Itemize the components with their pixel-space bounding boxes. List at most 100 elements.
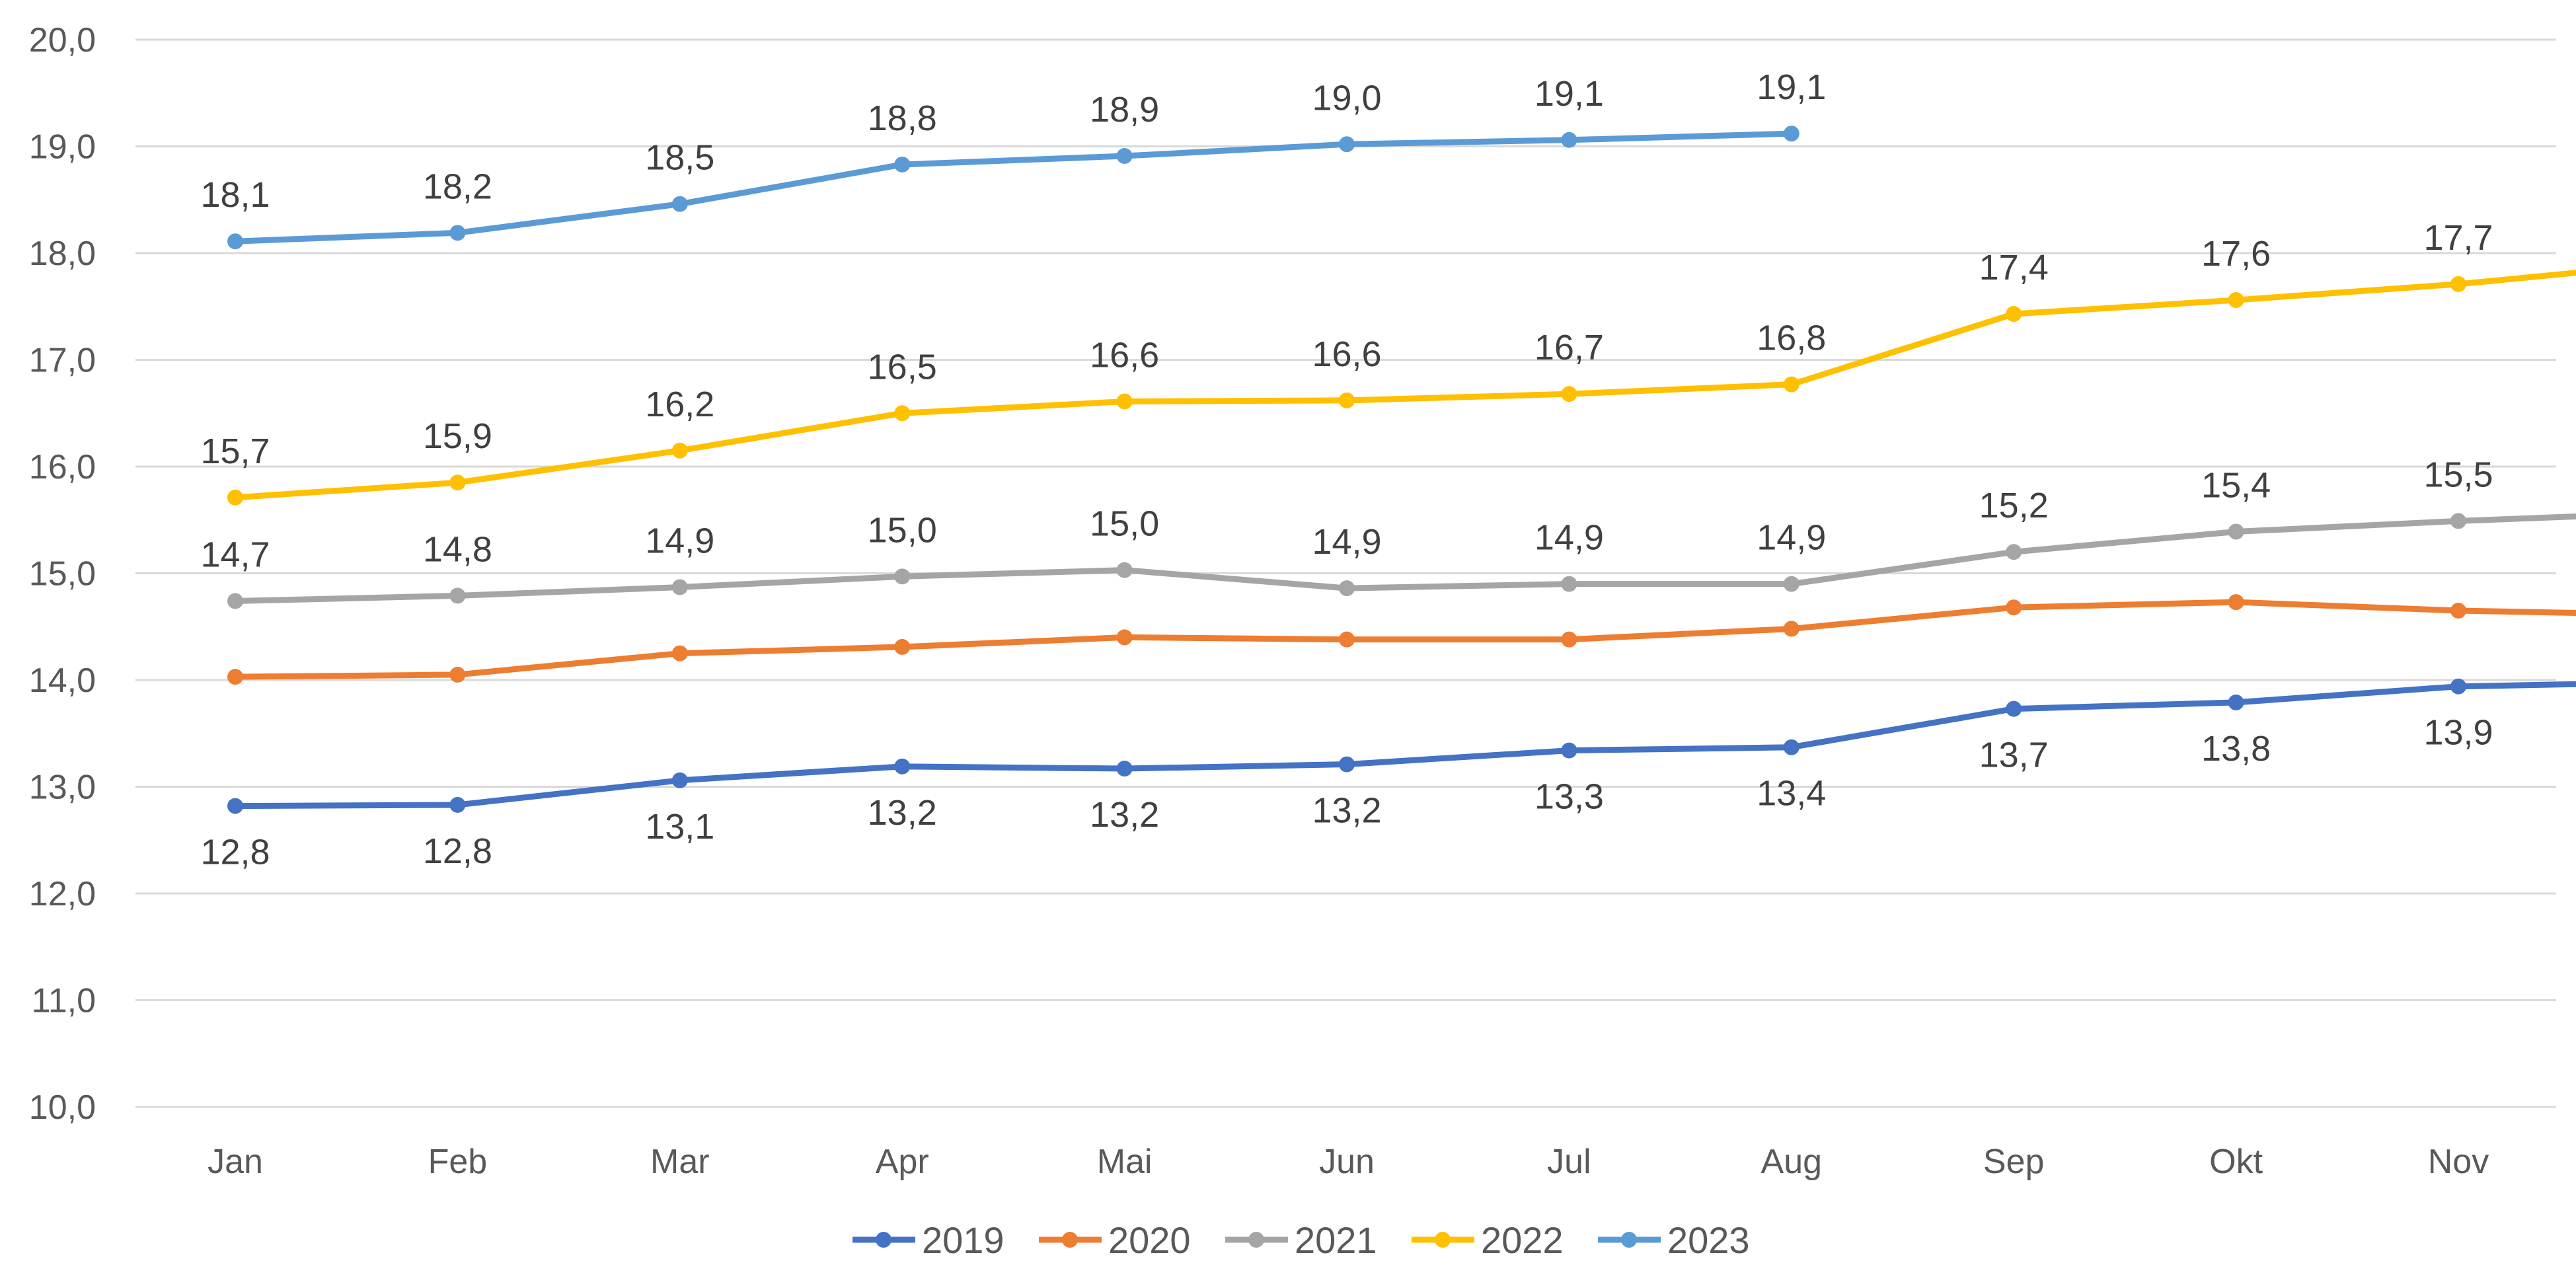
legend-marker-2023 [1621, 1232, 1637, 1248]
data-label-2021: 14,8 [423, 529, 492, 569]
data-point-2021 [1783, 576, 1799, 592]
data-label-2021: 14,9 [645, 521, 714, 560]
data-point-2020 [894, 638, 911, 655]
y-tick-label: 20,0 [29, 21, 96, 59]
data-point-2023 [1339, 136, 1355, 153]
data-point-2020 [2450, 603, 2466, 619]
data-label-2019: 13,2 [868, 793, 937, 833]
data-label-2022: 16,2 [645, 385, 714, 424]
data-label-2022: 15,7 [200, 432, 270, 471]
data-point-2020 [1116, 629, 1133, 646]
data-point-2021 [1561, 576, 1577, 592]
data-point-2022 [1339, 392, 1355, 408]
data-label-2022: 17,6 [2201, 234, 2271, 274]
data-point-2022 [1783, 376, 1799, 393]
legend-entry-2023: 2023 [1667, 1219, 1750, 1261]
data-point-2020 [2228, 594, 2244, 611]
data-label-2019: 13,8 [2201, 729, 2271, 769]
data-label-2023: 19,1 [1757, 67, 1826, 107]
legend: 2019 2020 2021 2022 2023 [852, 1219, 1750, 1261]
legend-entry-2019: 2019 [922, 1219, 1004, 1261]
data-point-2022 [1561, 386, 1577, 402]
data-label-2019: 13,4 [1757, 774, 1826, 814]
data-point-2022 [227, 489, 243, 506]
series-line-2019 [232, 681, 2576, 810]
y-axis-tick-labels: 10,0 11,0 12,0 13,0 14,0 15,0 16,0 17,0 18,0 19,0… [29, 21, 96, 1127]
series-line-2023 [232, 130, 1795, 245]
data-label-2019: 13,9 [2423, 713, 2493, 753]
data-label-2022: 17,4 [1979, 248, 2049, 287]
data-point-2023 [1116, 148, 1133, 165]
data-point-2019 [1561, 742, 1577, 759]
data-label-2021: 14,9 [1757, 518, 1826, 558]
data-point-2021 [671, 579, 688, 595]
x-tick-label: Jan [208, 1143, 263, 1181]
y-tick-label: 13,0 [29, 769, 96, 807]
data-point-2021 [2450, 513, 2466, 529]
data-point-2022 [2006, 306, 2022, 322]
data-label-2022: 16,6 [1312, 334, 1381, 374]
data-label-2021: 14,9 [1312, 522, 1381, 562]
data-point-2019 [1783, 739, 1799, 755]
data-label-2021: 15,5 [2423, 455, 2493, 494]
data-label-2023: 19,1 [1534, 74, 1604, 114]
gridlines [135, 38, 2556, 1108]
data-point-2023 [449, 225, 466, 241]
data-point-2021 [1339, 580, 1355, 597]
data-point-2021 [894, 568, 911, 585]
data-point-2022 [894, 405, 911, 422]
x-tick-label: Jul [1547, 1143, 1591, 1181]
y-tick-label: 17,0 [29, 342, 96, 380]
data-point-2019 [2450, 678, 2466, 695]
series-line-2020 [232, 599, 2576, 680]
data-label-2022: 16,7 [1534, 328, 1604, 367]
data-label-2021: 14,9 [1534, 518, 1604, 558]
data-label-2023: 18,8 [868, 98, 937, 138]
data-point-2020 [1783, 621, 1799, 637]
data-point-2020 [1339, 631, 1355, 648]
data-point-2022 [2228, 292, 2244, 309]
data-label-2023: 18,9 [1090, 90, 1159, 130]
data-point-2023 [671, 196, 688, 212]
data-point-2023 [227, 233, 243, 250]
data-label-2022: 16,8 [1757, 319, 1826, 358]
data-label-2019: 13,1 [645, 807, 714, 847]
data-label-2021: 15,2 [1979, 486, 2049, 525]
data-point-2022 [2450, 276, 2466, 292]
data-label-2022: 16,5 [868, 347, 937, 387]
data-point-2022 [449, 474, 466, 491]
data-label-2022: 17,7 [2423, 218, 2493, 258]
data-point-2019 [2006, 701, 2022, 717]
data-point-2023 [894, 156, 911, 172]
data-point-2022 [1116, 393, 1133, 410]
data-label-2023: 19,0 [1312, 78, 1381, 118]
data-label-2019: 12,8 [200, 833, 270, 872]
data-label-2019: 13,2 [1312, 791, 1381, 831]
x-tick-label: Mar [650, 1143, 710, 1181]
data-label-2019: 12,8 [423, 831, 492, 871]
data-label-2019: 13,7 [1979, 736, 2049, 775]
x-tick-label: Mai [1097, 1143, 1153, 1181]
x-tick-label: Aug [1761, 1143, 1823, 1181]
x-tick-label: Okt [2209, 1143, 2263, 1181]
data-label-2019: 13,2 [1090, 795, 1159, 835]
data-point-2020 [1561, 631, 1577, 648]
legend-marker-2022 [1435, 1232, 1451, 1248]
data-point-2021 [2006, 544, 2022, 560]
data-label-2023: 18,2 [423, 167, 492, 206]
legend-marker-2021 [1248, 1232, 1264, 1248]
data-point-2020 [2006, 599, 2022, 616]
y-tick-label: 10,0 [29, 1088, 96, 1127]
data-point-2019 [227, 798, 243, 814]
y-tick-label: 18,0 [29, 235, 96, 273]
data-label-2022: 16,6 [1090, 335, 1159, 375]
data-label-2021: 15,4 [2201, 466, 2271, 506]
series-line-2022 [232, 270, 2576, 501]
data-label-2021: 15,0 [1090, 504, 1159, 544]
y-tick-label: 15,0 [29, 555, 96, 593]
series-lines [227, 126, 2576, 814]
data-labels: 12,8 12,8 13,1 13,2 13,2 13,2 13,3 13,4 13,7 13,8… [200, 67, 2493, 872]
legend-entry-2020: 2020 [1108, 1219, 1191, 1261]
data-point-2020 [671, 645, 688, 662]
